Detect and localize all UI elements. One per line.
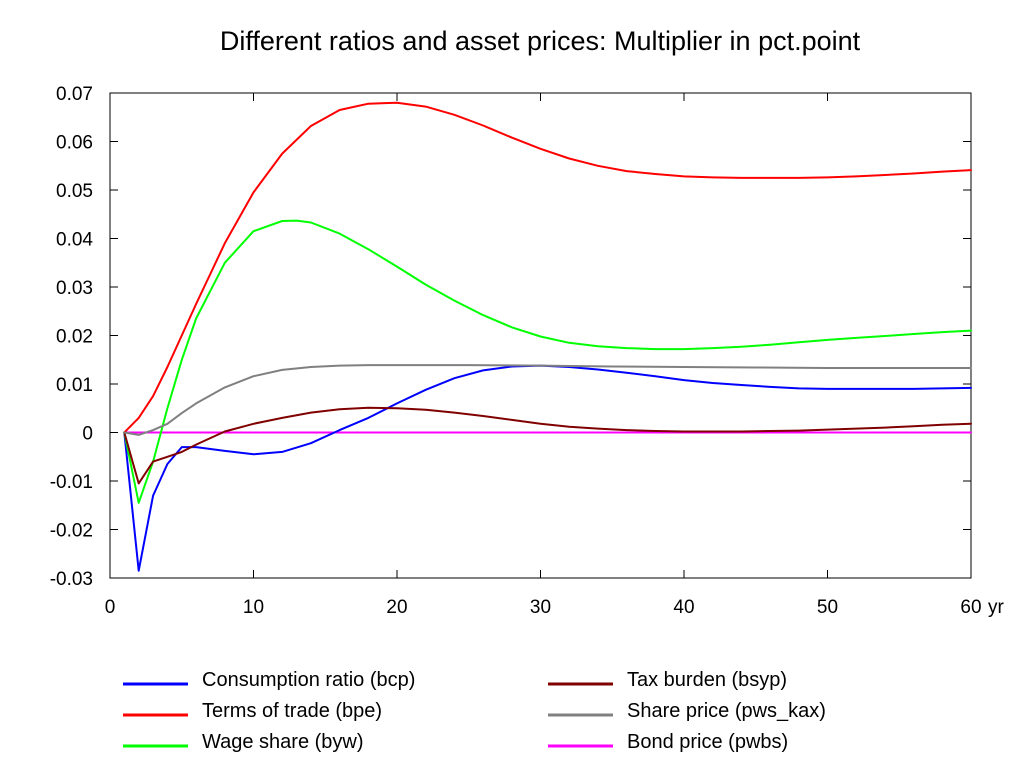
x-tick-label: 30 (530, 597, 551, 618)
x-axis-ticks: 0 10 20 30 40 50 60 yr (105, 93, 1005, 618)
x-tick-label: 40 (673, 597, 694, 618)
y-tick-label: 0.05 (56, 181, 93, 202)
legend-label: Terms of trade (bpe) (202, 700, 382, 722)
y-tick-label: 0.04 (56, 230, 93, 251)
y-axis-ticks: 0.07 0.06 0.05 0.04 0.03 0.02 0.01 0 -0.01 -0.02 -… (50, 84, 971, 590)
chart-title: Different ratios and asset prices: Multi… (220, 26, 861, 56)
legend-label: Share price (pws_kax) (627, 700, 826, 722)
series-lines (123, 101, 972, 572)
y-tick-label: 0 (82, 424, 93, 445)
y-tick-label: 0.03 (56, 278, 93, 299)
series-line-4 (123, 364, 972, 436)
y-tick-label: 0.07 (56, 84, 93, 105)
x-tick-label: 20 (386, 597, 407, 618)
series-line-3 (123, 406, 972, 485)
series-line-1 (123, 101, 972, 434)
y-tick-label: -0.01 (50, 472, 93, 493)
y-tick-label: 0.02 (56, 327, 93, 348)
legend-label: Consumption ratio (bcp) (202, 669, 415, 691)
legend-label: Tax burden (bsyp) (627, 669, 787, 691)
x-tick-label: 10 (243, 597, 264, 618)
legend-label: Bond price (pwbs) (627, 731, 788, 753)
x-tick-label: 50 (817, 597, 838, 618)
legend: Consumption ratio (bcp) Terms of trade (b… (123, 669, 826, 753)
y-tick-label: -0.02 (50, 521, 93, 542)
series-line-2 (123, 219, 972, 504)
x-axis-unit-label: yr (988, 597, 1005, 618)
legend-label: Wage share (byw) (202, 731, 364, 753)
y-tick-label: 0.06 (56, 133, 93, 154)
series-line-0 (123, 364, 972, 572)
y-tick-label: -0.03 (50, 569, 93, 590)
x-tick-label: 60 (960, 597, 981, 618)
x-tick-label: 0 (105, 597, 116, 618)
y-tick-label: 0.01 (56, 375, 93, 396)
